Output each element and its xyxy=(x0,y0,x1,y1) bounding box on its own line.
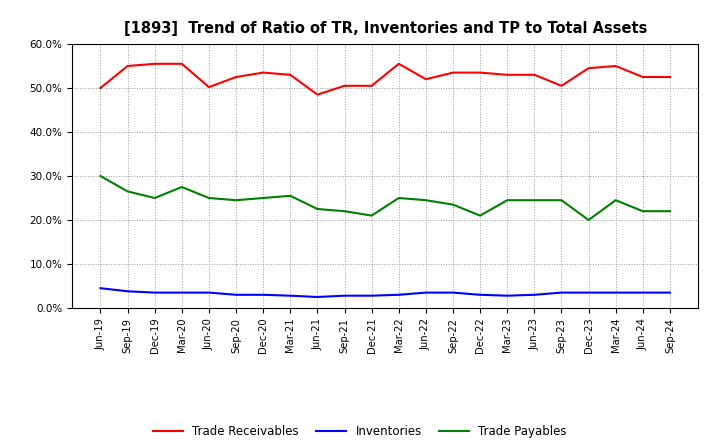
Trade Payables xyxy=(150,195,159,201)
Line: Trade Payables: Trade Payables xyxy=(101,176,670,220)
Inventories xyxy=(96,286,105,291)
Trade Receivables xyxy=(178,61,186,66)
Title: [1893]  Trend of Ratio of TR, Inventories and TP to Total Assets: [1893] Trend of Ratio of TR, Inventories… xyxy=(124,21,647,36)
Trade Receivables xyxy=(449,70,457,75)
Inventories xyxy=(449,290,457,295)
Trade Payables xyxy=(367,213,376,218)
Inventories xyxy=(341,293,349,298)
Inventories xyxy=(123,289,132,294)
Trade Receivables xyxy=(421,77,430,82)
Trade Receivables xyxy=(611,63,620,69)
Inventories xyxy=(421,290,430,295)
Trade Receivables xyxy=(530,72,539,77)
Trade Receivables xyxy=(150,61,159,66)
Line: Inventories: Inventories xyxy=(101,288,670,297)
Trade Receivables xyxy=(395,61,403,66)
Inventories xyxy=(259,292,268,297)
Trade Payables xyxy=(611,198,620,203)
Inventories xyxy=(557,290,566,295)
Inventories xyxy=(232,292,240,297)
Trade Receivables xyxy=(341,83,349,88)
Trade Receivables xyxy=(123,63,132,69)
Trade Payables xyxy=(557,198,566,203)
Inventories xyxy=(611,290,620,295)
Trade Payables xyxy=(341,209,349,214)
Legend: Trade Receivables, Inventories, Trade Payables: Trade Receivables, Inventories, Trade Pa… xyxy=(148,421,572,440)
Trade Payables xyxy=(178,184,186,190)
Trade Payables xyxy=(123,189,132,194)
Inventories xyxy=(476,292,485,297)
Trade Payables xyxy=(665,209,674,214)
Trade Receivables xyxy=(313,92,322,97)
Inventories xyxy=(178,290,186,295)
Inventories xyxy=(639,290,647,295)
Inventories xyxy=(665,290,674,295)
Inventories xyxy=(584,290,593,295)
Trade Payables xyxy=(204,195,213,201)
Trade Payables xyxy=(313,206,322,212)
Trade Payables xyxy=(259,195,268,201)
Trade Receivables xyxy=(557,83,566,88)
Trade Receivables xyxy=(96,85,105,91)
Trade Receivables xyxy=(367,83,376,88)
Trade Receivables xyxy=(665,74,674,80)
Trade Payables xyxy=(421,198,430,203)
Inventories xyxy=(204,290,213,295)
Trade Receivables xyxy=(286,72,294,77)
Inventories xyxy=(530,292,539,297)
Trade Payables xyxy=(449,202,457,207)
Trade Payables xyxy=(530,198,539,203)
Inventories xyxy=(395,292,403,297)
Trade Receivables xyxy=(259,70,268,75)
Trade Payables xyxy=(476,213,485,218)
Trade Payables xyxy=(232,198,240,203)
Trade Payables xyxy=(639,209,647,214)
Trade Receivables xyxy=(584,66,593,71)
Trade Receivables xyxy=(639,74,647,80)
Trade Receivables xyxy=(232,74,240,80)
Trade Payables xyxy=(503,198,511,203)
Inventories xyxy=(503,293,511,298)
Inventories xyxy=(150,290,159,295)
Trade Payables xyxy=(286,193,294,198)
Trade Payables xyxy=(96,173,105,179)
Inventories xyxy=(367,293,376,298)
Inventories xyxy=(286,293,294,298)
Trade Receivables xyxy=(476,70,485,75)
Trade Payables xyxy=(584,217,593,223)
Line: Trade Receivables: Trade Receivables xyxy=(101,64,670,95)
Trade Payables xyxy=(395,195,403,201)
Trade Receivables xyxy=(204,84,213,90)
Trade Receivables xyxy=(503,72,511,77)
Inventories xyxy=(313,294,322,300)
